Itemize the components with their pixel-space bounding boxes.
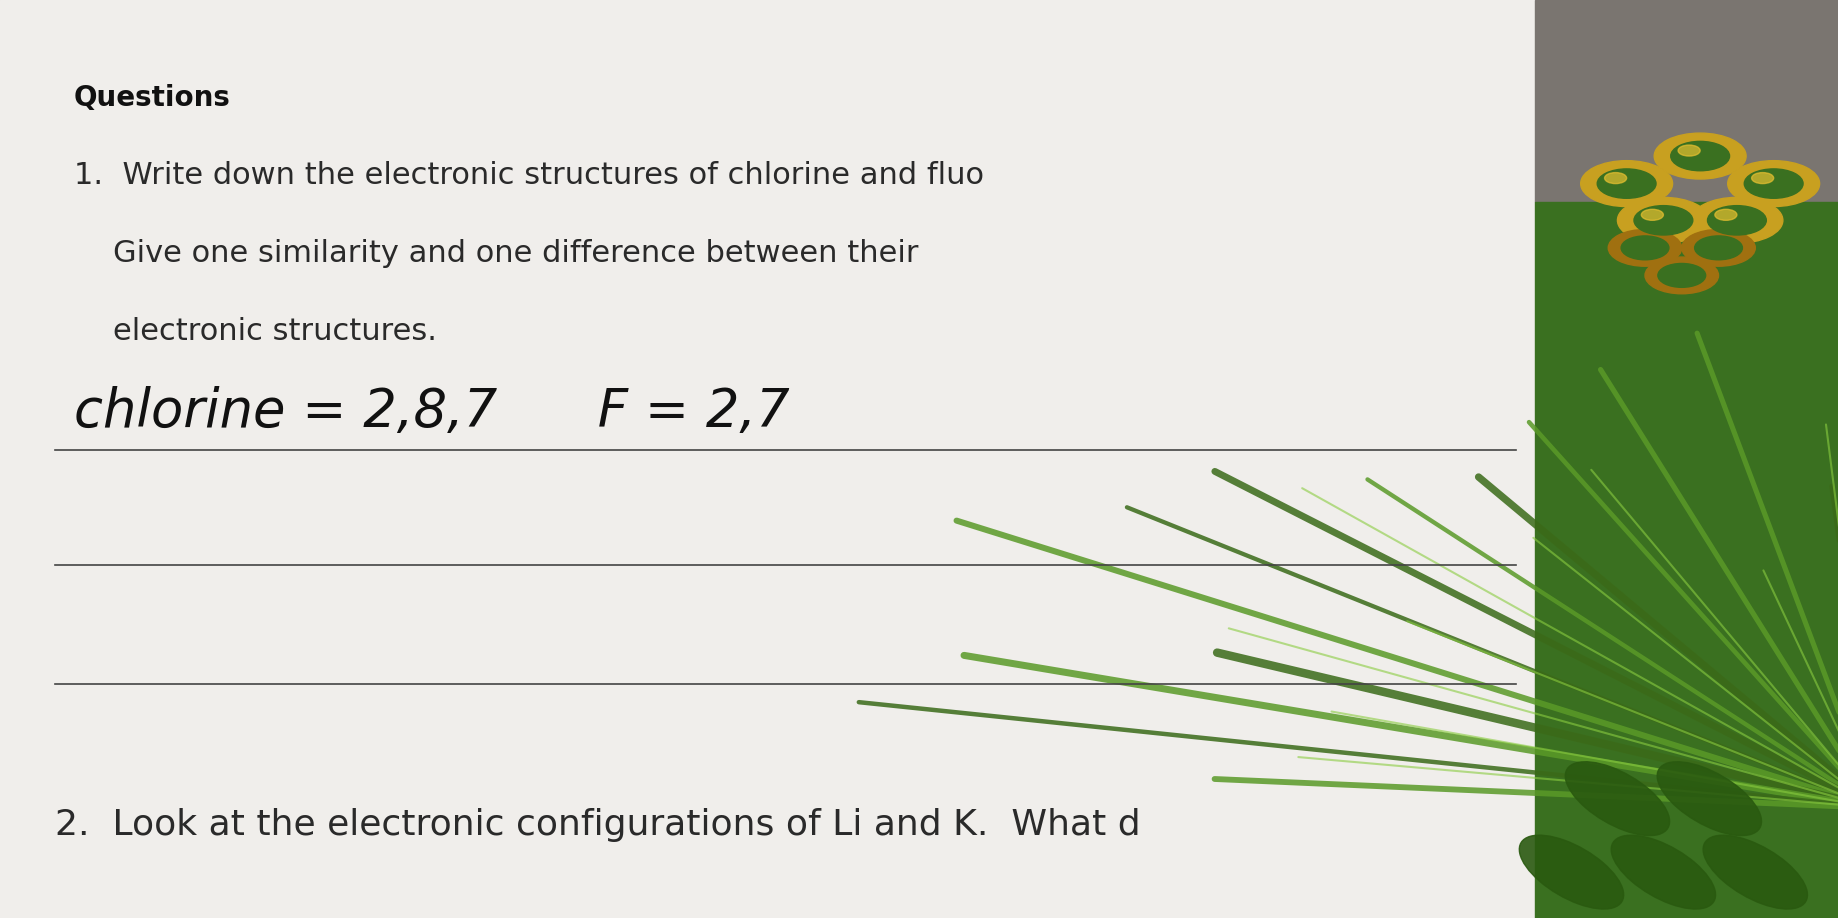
- Circle shape: [1654, 133, 1746, 179]
- Circle shape: [1682, 230, 1755, 266]
- Text: Give one similarity and one difference between their: Give one similarity and one difference b…: [74, 239, 917, 268]
- Text: Questions: Questions: [74, 84, 230, 112]
- Text: 2.  Look at the electronic configurations of Li and K.  What d: 2. Look at the electronic configurations…: [55, 809, 1141, 843]
- Ellipse shape: [1520, 835, 1623, 909]
- Bar: [1535, 0, 1838, 202]
- Circle shape: [1605, 173, 1627, 184]
- Circle shape: [1617, 197, 1709, 243]
- Circle shape: [1634, 206, 1693, 235]
- Bar: [1535, 202, 1838, 918]
- Circle shape: [1645, 257, 1719, 294]
- Circle shape: [1715, 209, 1737, 220]
- Circle shape: [1658, 263, 1706, 287]
- Circle shape: [1597, 169, 1656, 198]
- Ellipse shape: [1704, 835, 1807, 909]
- Circle shape: [1691, 197, 1783, 243]
- Circle shape: [1621, 236, 1669, 260]
- Circle shape: [1708, 206, 1766, 235]
- Circle shape: [1641, 209, 1663, 220]
- Bar: [0, 0, 1535, 918]
- Circle shape: [1752, 173, 1774, 184]
- Text: electronic structures.: electronic structures.: [74, 317, 436, 346]
- Circle shape: [1678, 145, 1700, 156]
- Circle shape: [1744, 169, 1803, 198]
- Circle shape: [1728, 161, 1820, 207]
- Ellipse shape: [1566, 762, 1669, 835]
- Circle shape: [1695, 236, 1742, 260]
- Circle shape: [1671, 141, 1730, 171]
- Ellipse shape: [1658, 762, 1761, 835]
- Text: chlorine = 2,8,7      F = 2,7: chlorine = 2,8,7 F = 2,7: [74, 386, 789, 438]
- Circle shape: [1608, 230, 1682, 266]
- Circle shape: [1581, 161, 1673, 207]
- Ellipse shape: [1612, 835, 1715, 909]
- Text: 1.  Write down the electronic structures of chlorine and fluo: 1. Write down the electronic structures …: [74, 161, 983, 190]
